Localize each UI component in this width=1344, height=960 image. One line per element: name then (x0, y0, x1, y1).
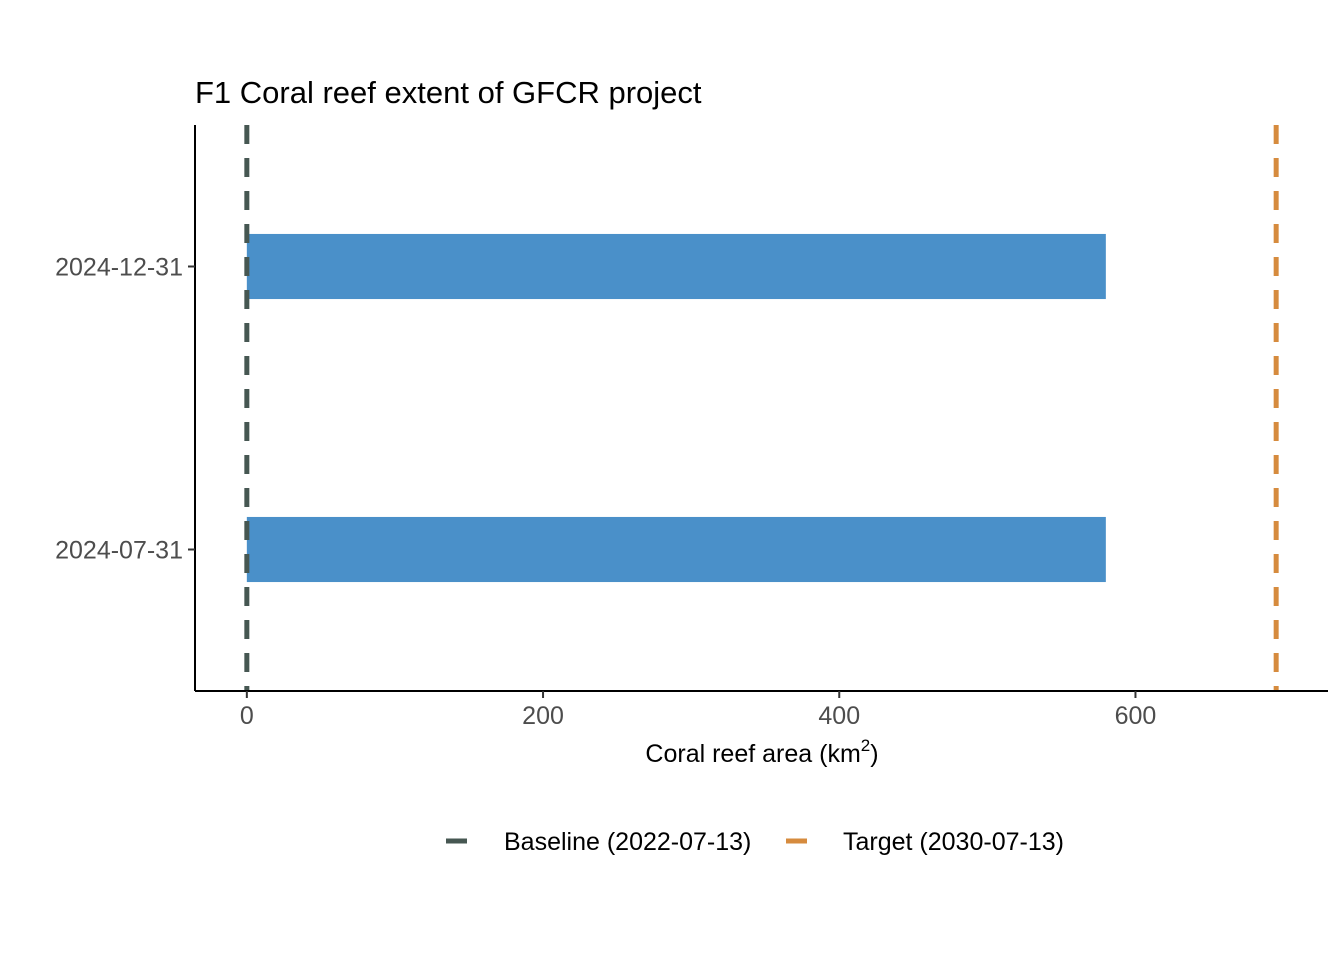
legend-item-baseline: Baseline (2022-07-13) (446, 828, 751, 856)
x-axis-title: Coral reef area (km2) (645, 736, 878, 768)
reference-lines-layer (244, 125, 1279, 691)
legend: Baseline (2022-07-13) Target (2030-07-13) (446, 828, 1064, 856)
x-tick-label: 0 (240, 702, 254, 730)
x-tick-label: 400 (818, 702, 860, 730)
x-tick-label: 200 (522, 702, 564, 730)
legend-label: Baseline (2022-07-13) (504, 828, 751, 856)
x-axis-title-suffix: ) (870, 740, 878, 768)
y-ticks-layer: 2024-07-31 2024-12-31 (55, 254, 195, 565)
x-ticks-layer: 0 200 400 600 (240, 691, 1156, 730)
chart-title: F1 Coral reef extent of GFCR project (195, 75, 702, 110)
bar-2024-07-31 (246, 516, 1106, 583)
x-tick-label: 600 (1115, 702, 1157, 730)
x-axis-title-main: Coral reef area (km (645, 740, 860, 768)
y-tick-label: 2024-12-31 (55, 254, 183, 282)
bars-layer (246, 233, 1106, 583)
y-tick-label: 2024-07-31 (55, 537, 183, 565)
legend-label: Target (2030-07-13) (843, 828, 1064, 856)
legend-item-target: Target (2030-07-13) (786, 828, 1064, 856)
x-axis-title-superscript: 2 (861, 736, 870, 755)
bar-2024-12-31 (246, 233, 1106, 300)
